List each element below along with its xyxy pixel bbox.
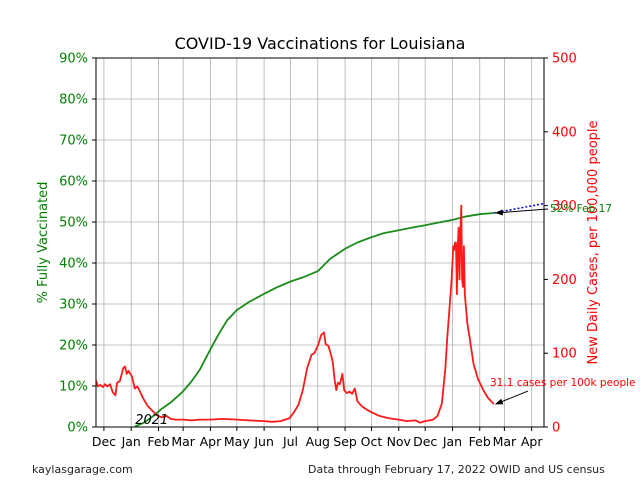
y-right-axis-label: New Daily Cases, per 100,000 people: [586, 120, 601, 364]
x-tick-label: Jan: [442, 434, 462, 449]
plot-frame: [95, 57, 545, 428]
y-left-tick-label: 30%: [59, 298, 88, 313]
x-tick-label: Nov: [387, 434, 412, 449]
y-left-tick-label: 90%: [59, 52, 88, 67]
x-tick-label: Mar: [171, 434, 195, 449]
annotation-vaccinated: 52% Feb 17: [550, 203, 612, 215]
y-left-tick-label: 70%: [59, 134, 88, 149]
y-left-tick-label: 0%: [67, 421, 88, 436]
x-tick-label: Feb: [469, 434, 491, 449]
y-right-tick-label: 100: [552, 347, 577, 362]
y-left-tick-label: 60%: [59, 175, 88, 190]
x-tick-label: Mar: [493, 434, 517, 449]
x-tick-label: Apr: [200, 434, 222, 449]
y-left-tick-label: 80%: [59, 93, 88, 108]
chart-title: COVID-19 Vaccinations for Louisiana: [175, 34, 466, 53]
vaccination-line: [134, 212, 494, 428]
y-right-tick-label: 500: [552, 52, 577, 67]
y-right-tick-label: 0: [552, 421, 560, 436]
y-left-tick-label: 10%: [59, 380, 88, 395]
footer-site: kaylasgarage.com: [32, 463, 133, 476]
x-tick-label: Jan: [121, 434, 141, 449]
y-left-tick-label: 50%: [59, 216, 88, 231]
x-tick-label: Dec: [413, 434, 437, 449]
y-right-tick-label: 400: [552, 125, 577, 140]
cases-line: [95, 204, 495, 424]
y-right-tick-label: 200: [552, 273, 577, 288]
y-right-tick-label: 300: [552, 199, 577, 214]
y-left-axis-label: % Fully Vaccinated: [36, 182, 51, 304]
x-tick-label: Aug: [306, 434, 330, 449]
x-tick-label: Jul: [282, 434, 298, 449]
annotation-arrow-vaccinated: [494, 208, 549, 216]
annotation-cases: 31.1 cases per 100k people: [490, 377, 636, 389]
y-left-tick-label: 40%: [59, 257, 88, 272]
x-tick-label: Apr: [521, 434, 543, 449]
year-label: 2021: [135, 413, 168, 428]
footer-data-note: Data through February 17, 2022 OWID and …: [308, 463, 605, 476]
x-tick-label: Sep: [333, 434, 357, 449]
x-tick-label: Feb: [147, 434, 169, 449]
x-tick-label: May: [224, 434, 250, 449]
x-tick-label: Oct: [361, 434, 383, 449]
annotation-arrow-cases: [494, 390, 529, 405]
y-left-tick-label: 20%: [59, 339, 88, 354]
x-tick-label: Dec: [92, 434, 116, 449]
x-tick-label: Jun: [253, 434, 274, 449]
